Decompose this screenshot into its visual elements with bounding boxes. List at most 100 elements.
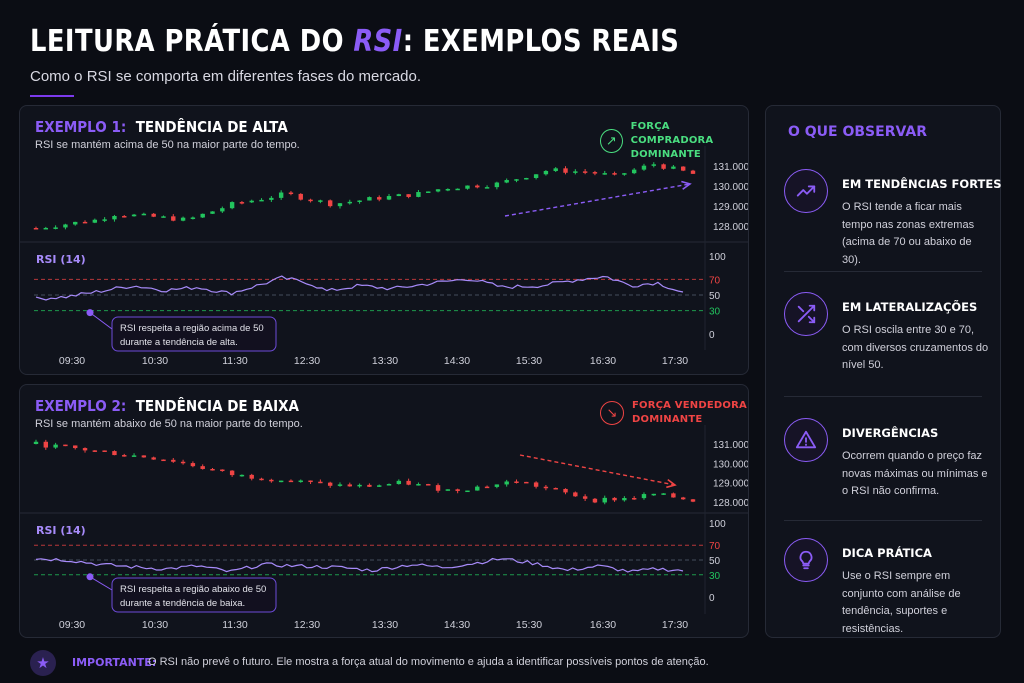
candle-down	[92, 450, 98, 452]
candle-down	[475, 185, 480, 188]
tip-text: O RSI oscila entre 30 e 70, com diversos…	[842, 324, 989, 371]
candle-down	[377, 197, 382, 200]
candle-down	[151, 457, 156, 460]
candle-up	[524, 177, 529, 180]
candle-down	[308, 480, 313, 483]
x-tick-label: 10:30	[142, 619, 168, 631]
candle-up	[249, 200, 254, 203]
rsi-tick-label: 0	[709, 330, 715, 341]
candle-up	[533, 174, 539, 178]
candle-down	[592, 498, 598, 503]
x-tick-label: 12:30	[294, 355, 320, 367]
candle-up	[396, 480, 402, 485]
candle-up	[671, 166, 676, 169]
x-tick-label: 17:30	[662, 355, 688, 367]
price-tick-label: 131.000	[713, 440, 749, 451]
force-label: FORÇA COMPRADORA DOMINANTE	[630, 121, 714, 160]
price-tick-label: 129.000	[713, 202, 749, 213]
rsi-note-line: RSI respeita a região abaixo de 50	[120, 584, 266, 595]
candle-up	[622, 498, 627, 501]
chart-uptrend: 131.000 130.000 129.000 128.000 RSI (14) 100 7…	[20, 146, 749, 367]
x-tick-label: 15:30	[516, 355, 542, 367]
candle-up	[494, 484, 500, 487]
sidebar-title: O QUE OBSERVAR	[788, 124, 927, 140]
candle-up	[43, 227, 49, 230]
candle-down	[210, 468, 215, 471]
x-tick-label: 13:30	[372, 355, 398, 367]
candle-up	[504, 180, 509, 183]
candle-down	[249, 474, 254, 479]
rsi-tick-label: 100	[709, 252, 726, 263]
candle-up	[210, 211, 215, 214]
candle-up	[622, 173, 627, 175]
candle-up	[543, 170, 549, 175]
trend-arrow-head	[681, 180, 692, 190]
candle-up	[190, 217, 196, 219]
candle-down	[592, 172, 598, 174]
candle-down	[680, 166, 686, 171]
x-tick-label: 11:30	[222, 619, 248, 631]
candle-up	[278, 480, 284, 483]
candle-up	[180, 217, 186, 221]
star-icon: ★	[30, 650, 56, 676]
candle-down	[563, 488, 568, 493]
x-tick-label: 14:30	[444, 355, 470, 367]
candle-down	[82, 221, 88, 224]
page-subtitle: Como o RSI se comporta em diferentes fas…	[30, 68, 422, 85]
x-tick-label: 14:30	[444, 619, 470, 631]
candle-down	[180, 461, 186, 464]
candle-down	[259, 478, 264, 481]
candle-up	[298, 480, 303, 483]
rsi-tick-label: 0	[709, 593, 715, 604]
candle-up	[386, 196, 392, 200]
price-tick-label: 130.000	[713, 182, 749, 193]
footer-note: ★ IMPORTANTE: O RSI não prevê o futuro. …	[30, 650, 1000, 676]
note-marker	[86, 573, 94, 581]
candle-up	[514, 179, 519, 181]
chart-downtrend: 131.000 130.000 129.000 128.000 RSI (14) 100 7…	[20, 425, 749, 631]
candle-down	[63, 444, 68, 447]
force-label: FORÇA VENDEDORA DOMINANTE	[632, 400, 747, 425]
note-connector	[89, 576, 113, 591]
candle-up	[651, 164, 656, 166]
candle-up	[455, 188, 460, 191]
force-indicator: ↘ FORÇA VENDEDORA DOMINANTE	[600, 399, 747, 427]
candle-down	[33, 228, 39, 230]
rsi-tick-label: 30	[709, 571, 721, 582]
rsi-note-line: durante a tendência de alta.	[120, 337, 238, 348]
candle-down	[43, 441, 49, 448]
candle-down	[514, 481, 519, 483]
rsi-tick-label: 70	[709, 275, 721, 286]
price-tick-label: 128.000	[713, 222, 749, 233]
tip-text: Ocorrem quando o preço faz novas máximas…	[842, 450, 988, 497]
arrow-up-right-icon: ↗	[600, 129, 623, 153]
candle-up	[426, 191, 431, 193]
trend-arrow-line	[519, 454, 676, 486]
arrow-down-right-icon: ↘	[600, 401, 624, 425]
candle-up	[435, 189, 441, 192]
candle-up	[504, 481, 509, 485]
candle-up	[239, 474, 245, 477]
candle-up	[641, 165, 647, 170]
price-tick-label: 129.000	[713, 479, 749, 490]
candle-down	[661, 164, 666, 169]
tip-title: DICA PRÁTICA	[842, 546, 932, 560]
candle-up	[465, 490, 470, 493]
candle-up	[602, 497, 607, 503]
tip-text: Use o RSI sempre em conjunto com análise…	[842, 570, 961, 635]
candle-up	[631, 169, 637, 174]
candle-down	[582, 496, 588, 499]
candle-up	[161, 216, 166, 218]
rsi-tick-label: 70	[709, 541, 721, 552]
candle-up	[416, 484, 421, 486]
candle-down	[161, 459, 166, 462]
rsi-tick-label: 50	[709, 291, 721, 302]
candle-down	[582, 171, 588, 173]
rsi-note-box	[111, 316, 277, 352]
price-tick-label: 130.000	[713, 459, 749, 470]
candle-down	[671, 493, 676, 498]
candle-down	[122, 455, 127, 457]
rsi-tick-label: 30	[709, 307, 721, 318]
candle-up	[573, 171, 578, 173]
rsi-tick-label: 100	[709, 519, 726, 530]
